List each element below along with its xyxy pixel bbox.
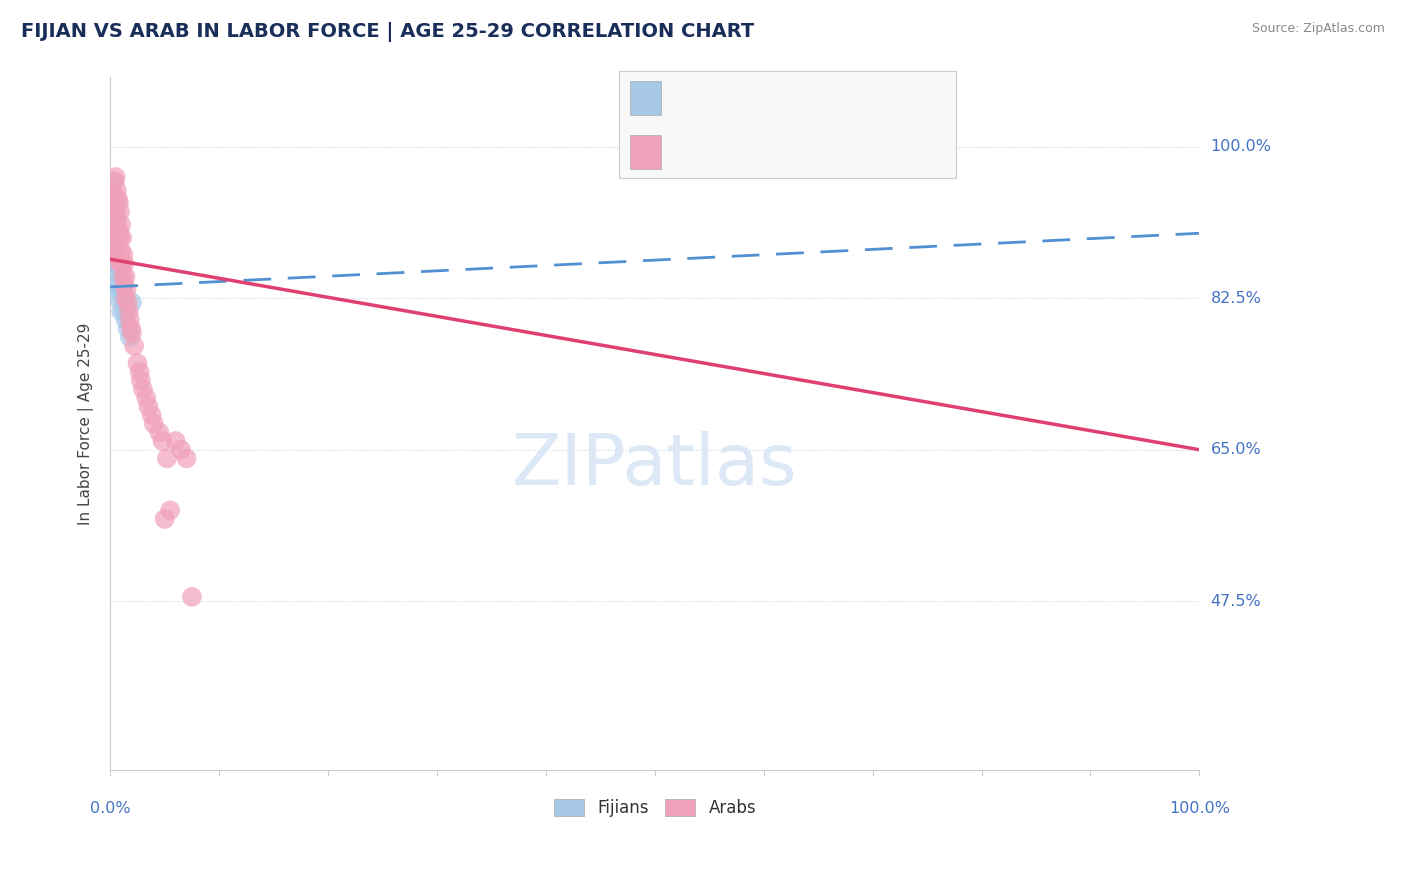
Point xyxy=(104,196,127,211)
Point xyxy=(114,313,136,327)
Point xyxy=(110,304,132,318)
Point xyxy=(103,230,125,244)
Point xyxy=(101,200,124,214)
Point xyxy=(112,278,135,293)
Text: 0.0%: 0.0% xyxy=(90,800,131,815)
Point xyxy=(110,218,132,232)
Point xyxy=(129,373,152,387)
Text: FIJIAN VS ARAB IN LABOR FORCE | AGE 25-29 CORRELATION CHART: FIJIAN VS ARAB IN LABOR FORCE | AGE 25-2… xyxy=(21,22,755,42)
Point xyxy=(112,304,135,318)
Point xyxy=(118,304,141,318)
Point xyxy=(117,321,139,335)
Point xyxy=(117,295,139,310)
Point xyxy=(159,503,181,517)
Point xyxy=(104,239,127,253)
Point xyxy=(108,274,131,288)
Point xyxy=(153,512,176,526)
Point xyxy=(108,278,131,293)
Point xyxy=(108,230,131,244)
Point xyxy=(108,227,131,241)
Point xyxy=(105,213,128,227)
Point xyxy=(108,260,131,275)
Point xyxy=(107,278,129,293)
Point xyxy=(135,391,157,405)
Point xyxy=(115,283,138,297)
Point xyxy=(104,204,127,219)
Point xyxy=(121,326,143,340)
Point xyxy=(115,300,138,314)
Text: 100.0%: 100.0% xyxy=(1168,800,1230,815)
Point xyxy=(110,244,132,258)
Point xyxy=(181,590,204,604)
Text: R =  0.025   N = 23: R = 0.025 N = 23 xyxy=(672,91,830,105)
Point xyxy=(156,451,179,466)
Point xyxy=(141,408,163,422)
Point xyxy=(112,269,135,284)
Point xyxy=(122,339,145,353)
Point xyxy=(128,365,150,379)
Legend: Fijians, Arabs: Fijians, Arabs xyxy=(547,792,762,824)
Point xyxy=(170,442,193,457)
Y-axis label: In Labor Force | Age 25-29: In Labor Force | Age 25-29 xyxy=(79,323,94,524)
Point xyxy=(112,248,135,262)
Point xyxy=(176,451,198,466)
Point xyxy=(105,244,128,258)
Point xyxy=(101,218,124,232)
Point xyxy=(108,204,131,219)
Point xyxy=(107,222,129,236)
Point xyxy=(105,183,128,197)
Point xyxy=(127,356,149,370)
Text: R = -0.229   N = 55: R = -0.229 N = 55 xyxy=(672,145,830,159)
Text: 82.5%: 82.5% xyxy=(1211,291,1261,306)
Point xyxy=(152,434,174,448)
Point xyxy=(104,227,127,241)
Point xyxy=(120,321,142,335)
Point xyxy=(105,256,128,270)
Point xyxy=(111,230,134,244)
Point xyxy=(104,265,127,279)
Text: 47.5%: 47.5% xyxy=(1211,594,1261,608)
Point xyxy=(165,434,187,448)
Point xyxy=(121,295,143,310)
Point xyxy=(104,209,127,223)
Point xyxy=(110,286,132,301)
Point xyxy=(138,400,160,414)
Text: 65.0%: 65.0% xyxy=(1211,442,1261,458)
Point xyxy=(112,291,135,305)
Point xyxy=(107,291,129,305)
Point xyxy=(132,382,155,396)
Point xyxy=(103,235,125,249)
Point xyxy=(148,425,170,440)
Text: Source: ZipAtlas.com: Source: ZipAtlas.com xyxy=(1251,22,1385,36)
Point xyxy=(107,192,129,206)
Point xyxy=(103,187,125,202)
Point xyxy=(118,330,141,344)
Point xyxy=(104,169,127,184)
Point xyxy=(105,227,128,241)
Point xyxy=(114,269,136,284)
Point xyxy=(142,417,165,431)
Point xyxy=(108,196,131,211)
Text: 100.0%: 100.0% xyxy=(1211,139,1271,154)
Point xyxy=(112,256,135,270)
Point xyxy=(108,252,131,267)
Point xyxy=(104,174,127,188)
Point xyxy=(111,256,134,270)
Point xyxy=(101,174,124,188)
Point xyxy=(104,252,127,267)
Point xyxy=(108,256,131,270)
Point xyxy=(111,278,134,293)
Point xyxy=(114,291,136,305)
Text: ZIPatlas: ZIPatlas xyxy=(512,431,797,500)
Point xyxy=(107,248,129,262)
Point xyxy=(118,313,141,327)
